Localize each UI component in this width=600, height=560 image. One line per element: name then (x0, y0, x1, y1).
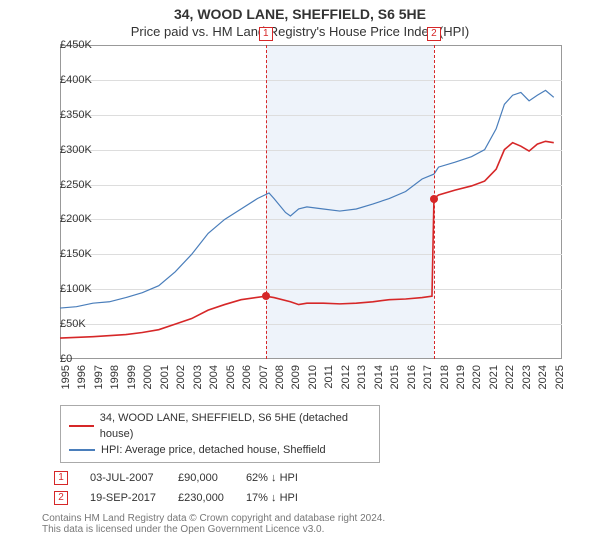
page-title: 34, WOOD LANE, SHEFFIELD, S6 5HE (4, 6, 596, 22)
x-tick-label: 2023 (521, 365, 533, 389)
event-marker: 2 (54, 491, 68, 505)
x-tick-label: 1997 (93, 365, 105, 389)
x-tick-label: 2009 (290, 365, 302, 389)
x-tick-label: 1999 (126, 365, 138, 389)
footer: Contains HM Land Registry data © Crown c… (42, 513, 596, 535)
event-date: 19-SEP-2017 (80, 489, 166, 507)
x-tick-label: 2004 (208, 365, 220, 389)
x-tick-label: 2007 (258, 365, 270, 389)
x-tick-label: 2003 (192, 365, 204, 389)
x-tick-label: 2011 (323, 365, 335, 389)
x-tick-label: 1998 (109, 365, 121, 389)
chart: £0£50K£100K£150K£200K£250K£300K£350K£400… (12, 45, 572, 399)
x-tick-label: 2016 (406, 365, 418, 389)
x-tick-label: 2014 (373, 365, 385, 389)
table-row: 2 19-SEP-2017£230,00017% ↓ HPI (44, 489, 308, 507)
x-tick-label: 2001 (159, 365, 171, 389)
legend: 34, WOOD LANE, SHEFFIELD, S6 5HE (detach… (60, 405, 380, 463)
legend-item: 34, WOOD LANE, SHEFFIELD, S6 5HE (detach… (69, 410, 371, 442)
event-delta: 62% ↓ HPI (236, 469, 308, 487)
events-table: 1 03-JUL-2007£90,00062% ↓ HPI 2 19-SEP-2017… (42, 467, 310, 509)
x-tick-label: 2010 (307, 365, 319, 389)
table-row: 1 03-JUL-2007£90,00062% ↓ HPI (44, 469, 308, 487)
x-tick-label: 2012 (340, 365, 352, 389)
x-tick-label: 2015 (389, 365, 401, 389)
x-tick-label: 2022 (504, 365, 516, 389)
x-tick-label: 2021 (488, 365, 500, 389)
x-tick-label: 2025 (554, 365, 566, 389)
series-hpi (60, 90, 554, 308)
footer-line-2: This data is licensed under the Open Gov… (42, 524, 596, 535)
x-tick-label: 2006 (241, 365, 253, 389)
x-tick-label: 2008 (274, 365, 286, 389)
event-dot (262, 292, 270, 300)
x-tick-label: 2017 (422, 365, 434, 389)
event-date: 03-JUL-2007 (80, 469, 166, 487)
event-price: £90,000 (168, 469, 234, 487)
event-marker: 2 (427, 27, 441, 41)
event-marker: 1 (259, 27, 273, 41)
event-delta: 17% ↓ HPI (236, 489, 308, 507)
x-tick-label: 1995 (60, 365, 72, 389)
event-dot (430, 195, 438, 203)
x-tick-label: 2002 (175, 365, 187, 389)
event-line (266, 45, 267, 359)
x-tick-label: 2013 (356, 365, 368, 389)
x-tick-label: 1996 (76, 365, 88, 389)
x-tick-label: 2019 (455, 365, 467, 389)
event-price: £230,000 (168, 489, 234, 507)
x-tick-label: 2000 (142, 365, 154, 389)
legend-swatch (69, 449, 95, 451)
page-subtitle: Price paid vs. HM Land Registry's House … (4, 24, 596, 39)
x-tick-label: 2020 (471, 365, 483, 389)
x-tick-label: 2024 (537, 365, 549, 389)
footer-line-1: Contains HM Land Registry data © Crown c… (42, 513, 596, 524)
legend-item: HPI: Average price, detached house, Shef… (69, 442, 371, 458)
legend-label: 34, WOOD LANE, SHEFFIELD, S6 5HE (detach… (100, 410, 371, 442)
series-price_paid (60, 141, 554, 338)
event-marker: 1 (54, 471, 68, 485)
legend-label: HPI: Average price, detached house, Shef… (101, 442, 326, 458)
legend-swatch (69, 425, 94, 427)
x-tick-label: 2005 (225, 365, 237, 389)
x-tick-label: 2018 (439, 365, 451, 389)
